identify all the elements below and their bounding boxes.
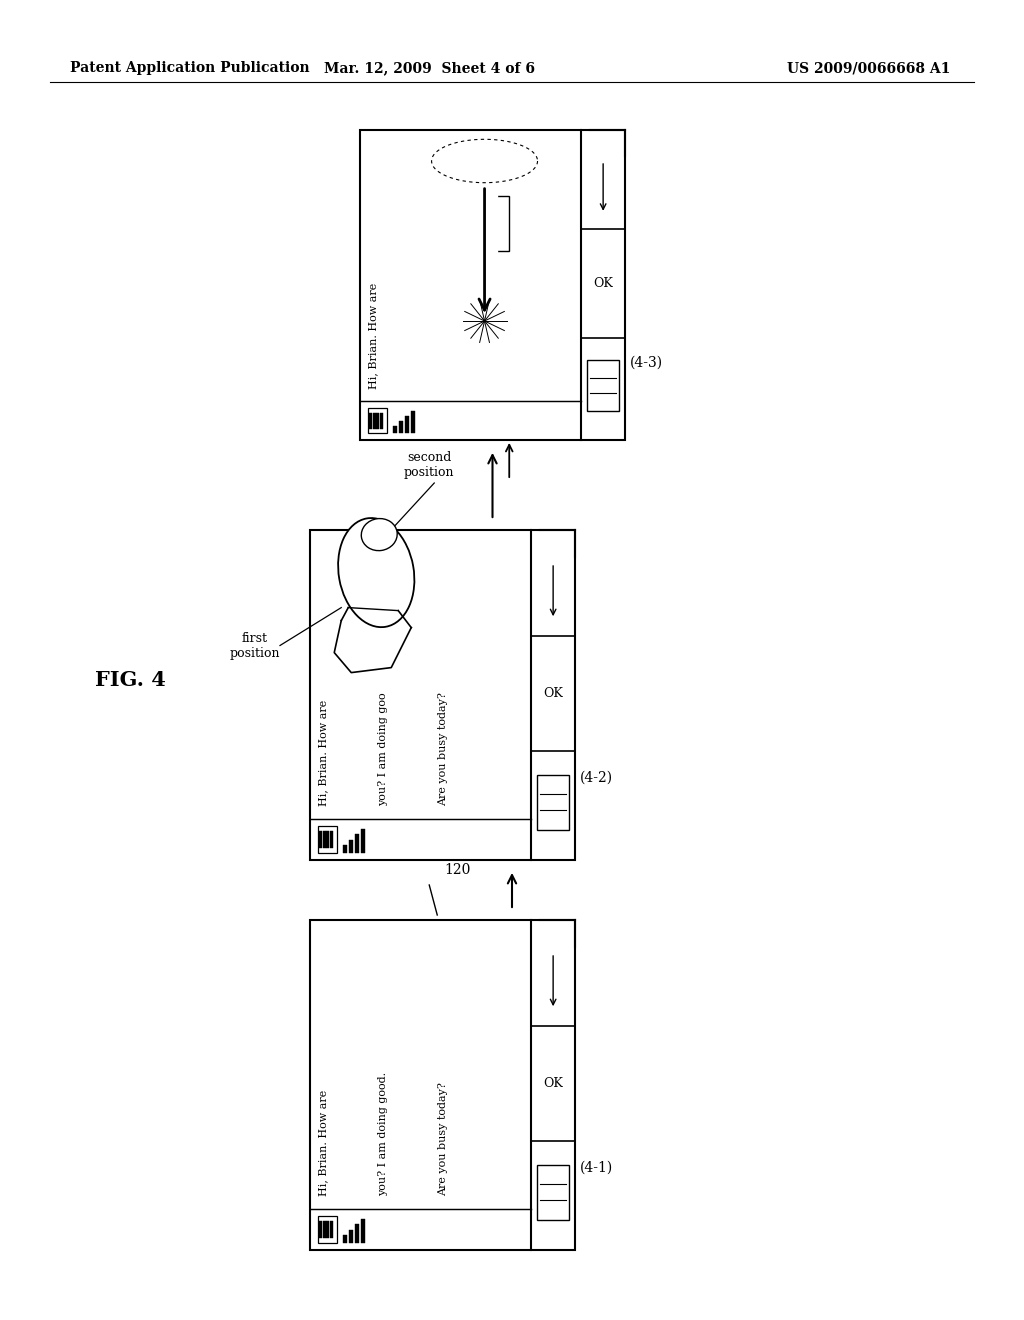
Bar	[327, 832, 330, 849]
Text: second
position: second position	[404, 451, 455, 479]
Bar	[317, 826, 337, 853]
Text: OK: OK	[543, 686, 563, 700]
Bar	[355, 834, 358, 853]
Bar	[537, 1166, 569, 1220]
Text: OK: OK	[543, 1077, 563, 1090]
Bar	[360, 129, 625, 440]
Bar	[393, 426, 396, 433]
Text: Hi, Brian. How are: Hi, Brian. How are	[318, 700, 329, 805]
Ellipse shape	[338, 517, 415, 627]
Bar	[349, 840, 352, 853]
Bar	[310, 920, 575, 1250]
Bar	[361, 829, 365, 853]
Text: (4-3): (4-3)	[630, 355, 664, 370]
Bar	[399, 421, 402, 433]
Bar	[406, 416, 409, 433]
Bar	[323, 1221, 326, 1238]
Text: Are you busy today?: Are you busy today?	[438, 1081, 449, 1196]
Bar	[319, 1221, 323, 1238]
Text: FIG. 4: FIG. 4	[94, 671, 166, 690]
Bar	[317, 1216, 337, 1243]
Bar	[330, 832, 333, 849]
Bar	[368, 408, 386, 433]
Bar	[373, 413, 376, 429]
Text: Hi, Brian. How are: Hi, Brian. How are	[318, 1089, 329, 1196]
Bar	[323, 832, 326, 849]
Bar	[380, 413, 383, 429]
Text: you? I am doing goo: you? I am doing goo	[378, 692, 388, 805]
Bar	[343, 845, 346, 853]
Bar	[537, 775, 569, 829]
Ellipse shape	[361, 519, 397, 550]
Text: you? I am doing good.: you? I am doing good.	[378, 1072, 388, 1196]
Text: Are you busy today?: Are you busy today?	[438, 692, 449, 805]
Bar	[343, 1236, 346, 1243]
Text: US 2009/0066668 A1: US 2009/0066668 A1	[786, 61, 950, 75]
Text: (4-1): (4-1)	[580, 1160, 613, 1175]
Bar	[412, 411, 415, 433]
Bar	[472, 186, 497, 301]
Text: (4-2): (4-2)	[580, 771, 613, 784]
Text: OK: OK	[593, 277, 613, 290]
Bar	[319, 832, 323, 849]
Text: 120: 120	[444, 863, 471, 876]
Bar	[370, 413, 372, 429]
Text: Mar. 12, 2009  Sheet 4 of 6: Mar. 12, 2009 Sheet 4 of 6	[325, 61, 536, 75]
Bar	[330, 1221, 333, 1238]
Bar	[349, 1230, 352, 1243]
Bar	[377, 413, 379, 429]
Bar	[327, 1221, 330, 1238]
Bar	[361, 1218, 365, 1243]
Text: Patent Application Publication: Patent Application Publication	[70, 61, 309, 75]
Bar	[310, 531, 575, 861]
Bar	[355, 1224, 358, 1243]
Text: first
position: first position	[229, 631, 281, 660]
Bar	[486, 195, 509, 251]
Text: Hi, Brian. How are: Hi, Brian. How are	[369, 282, 379, 389]
Bar	[587, 360, 620, 412]
